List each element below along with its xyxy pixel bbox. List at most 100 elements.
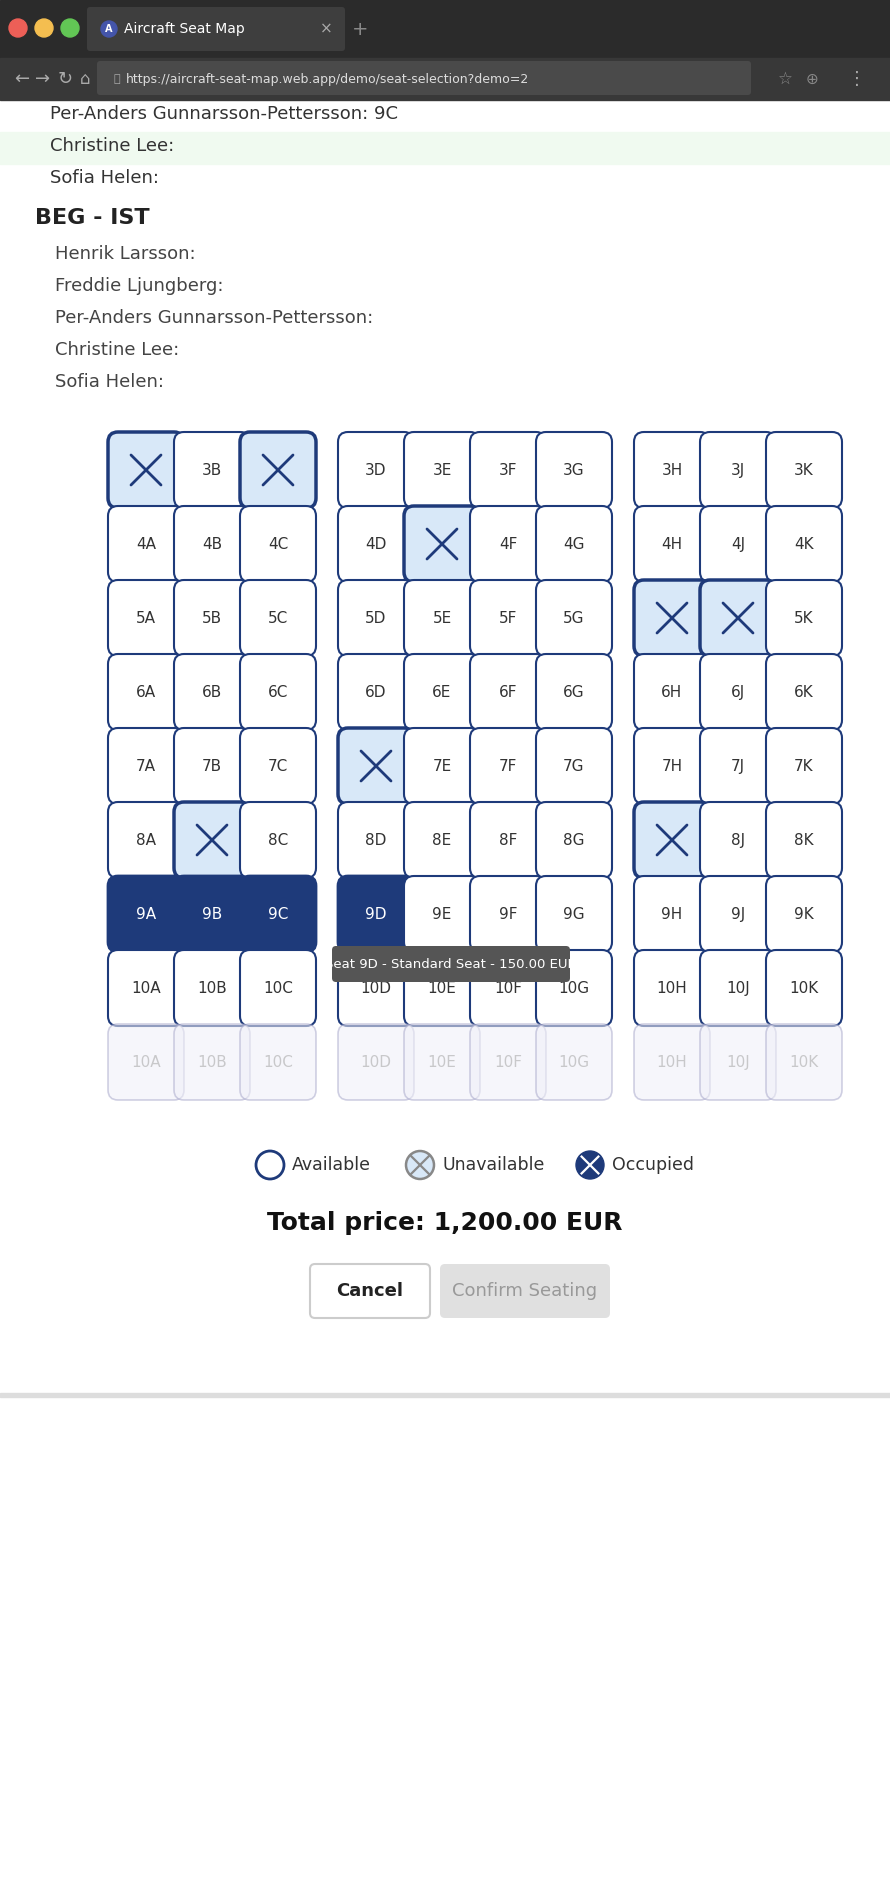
Text: Total price: 1,200.00 EUR: Total price: 1,200.00 EUR [267,1210,623,1235]
Text: Christine Lee:: Christine Lee: [55,341,179,360]
FancyBboxPatch shape [536,1025,612,1100]
FancyBboxPatch shape [634,580,710,655]
Text: Confirm Seating: Confirm Seating [452,1282,597,1299]
FancyBboxPatch shape [174,877,250,953]
FancyBboxPatch shape [536,506,612,581]
FancyBboxPatch shape [700,801,776,879]
FancyBboxPatch shape [108,801,184,879]
FancyBboxPatch shape [338,506,414,581]
FancyBboxPatch shape [338,653,414,729]
FancyBboxPatch shape [700,1025,776,1100]
Text: 5A: 5A [136,610,156,625]
FancyBboxPatch shape [536,727,612,803]
FancyBboxPatch shape [536,951,612,1027]
FancyBboxPatch shape [404,727,480,803]
Text: Freddie Ljungberg:: Freddie Ljungberg: [55,277,223,295]
Text: 6K: 6K [794,684,813,699]
Text: 10F: 10F [494,981,522,996]
FancyBboxPatch shape [108,1025,184,1100]
FancyBboxPatch shape [766,951,842,1027]
Text: 6C: 6C [268,684,288,699]
Text: 7K: 7K [794,758,813,773]
FancyBboxPatch shape [404,653,480,729]
Circle shape [101,21,117,38]
Text: 5D: 5D [365,610,386,625]
FancyBboxPatch shape [338,801,414,879]
FancyBboxPatch shape [700,580,776,655]
Text: 7H: 7H [661,758,683,773]
FancyBboxPatch shape [470,801,546,879]
Text: 10H: 10H [657,981,687,996]
Text: 9D: 9D [365,907,387,922]
Text: 10E: 10E [427,981,457,996]
FancyBboxPatch shape [338,951,414,1027]
Text: 4G: 4G [563,536,585,551]
FancyBboxPatch shape [174,506,250,581]
FancyBboxPatch shape [174,951,250,1027]
FancyBboxPatch shape [108,727,184,803]
Text: 6J: 6J [731,684,745,699]
FancyBboxPatch shape [240,1025,316,1100]
Text: 8E: 8E [433,833,451,847]
Text: 10B: 10B [197,1055,227,1070]
Text: Available: Available [292,1155,371,1174]
Text: 9E: 9E [433,907,452,922]
Text: ⊕: ⊕ [806,72,819,87]
FancyBboxPatch shape [174,801,250,879]
Text: 6G: 6G [563,684,585,699]
Text: 4A: 4A [136,536,156,551]
FancyBboxPatch shape [470,951,546,1027]
FancyBboxPatch shape [700,951,776,1027]
FancyBboxPatch shape [766,506,842,581]
Text: 5C: 5C [268,610,288,625]
FancyBboxPatch shape [87,8,345,51]
FancyBboxPatch shape [108,653,184,729]
FancyBboxPatch shape [240,877,316,953]
Text: 4H: 4H [661,536,683,551]
Text: 10G: 10G [558,1055,589,1070]
Text: 10B: 10B [197,981,227,996]
FancyBboxPatch shape [634,506,710,581]
FancyBboxPatch shape [174,432,250,508]
FancyBboxPatch shape [536,877,612,953]
Circle shape [9,19,27,38]
FancyBboxPatch shape [338,432,414,508]
Text: 10E: 10E [427,1055,457,1070]
Text: 10C: 10C [263,981,293,996]
FancyBboxPatch shape [440,1263,610,1318]
Text: 6A: 6A [136,684,156,699]
FancyBboxPatch shape [240,432,316,508]
FancyBboxPatch shape [700,877,776,953]
Text: 4J: 4J [731,536,745,551]
Bar [0,133,890,165]
FancyBboxPatch shape [240,951,316,1027]
Text: 5F: 5F [498,610,517,625]
Text: Per-Anders Gunnarsson-Pettersson:: Per-Anders Gunnarsson-Pettersson: [55,309,373,328]
Text: 8C: 8C [268,833,288,847]
FancyBboxPatch shape [634,877,710,953]
Text: 3H: 3H [661,462,683,477]
FancyBboxPatch shape [634,727,710,803]
Text: 9B: 9B [202,907,222,922]
FancyBboxPatch shape [766,580,842,655]
FancyBboxPatch shape [404,432,480,508]
Text: 10D: 10D [360,1055,392,1070]
Text: 10D: 10D [360,981,392,996]
FancyBboxPatch shape [404,580,480,655]
Text: 10H: 10H [657,1055,687,1070]
Bar [0,1392,890,1398]
Text: 8D: 8D [365,833,386,847]
FancyBboxPatch shape [404,506,480,581]
Text: 3F: 3F [498,462,517,477]
Text: ⋮: ⋮ [848,70,866,87]
FancyBboxPatch shape [470,580,546,655]
Text: 4D: 4D [365,536,386,551]
Text: 4F: 4F [498,536,517,551]
Text: https://aircraft-seat-map.web.app/demo/seat-selection?demo=2: https://aircraft-seat-map.web.app/demo/s… [126,72,530,85]
FancyBboxPatch shape [766,877,842,953]
Text: Cancel: Cancel [336,1282,403,1299]
Text: Christine Lee:: Christine Lee: [50,136,174,155]
Text: 3K: 3K [794,462,813,477]
Text: ↻: ↻ [58,70,73,87]
FancyBboxPatch shape [766,432,842,508]
